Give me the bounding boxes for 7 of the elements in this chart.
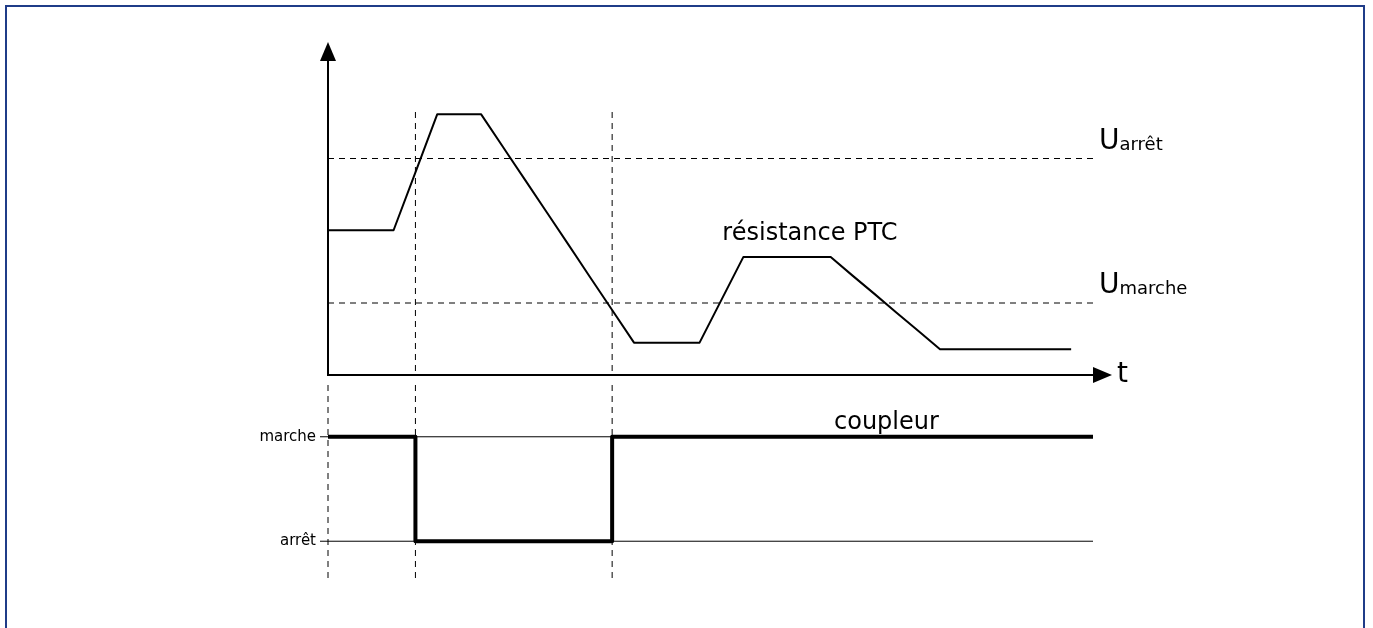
ref-line-label: Uarrêt — [1099, 122, 1163, 156]
text: marche — [259, 426, 316, 445]
ref-line-label: Umarche — [1099, 267, 1188, 301]
text: arrêt — [279, 531, 317, 550]
x-axis-title: t — [1117, 356, 1128, 390]
series-label: résistance PTC — [722, 218, 898, 247]
series-label: coupleur — [834, 407, 939, 436]
